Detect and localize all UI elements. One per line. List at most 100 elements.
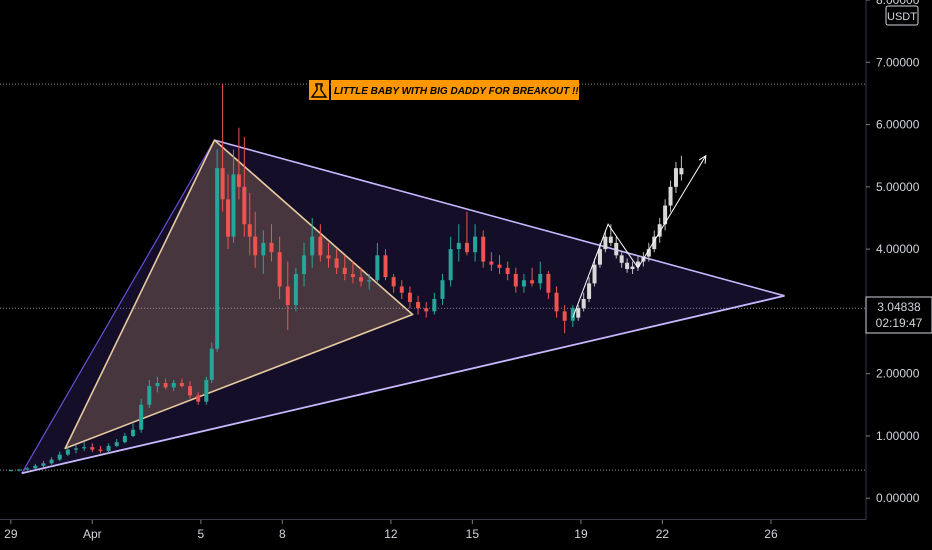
candle-body bbox=[57, 454, 62, 460]
candle-body bbox=[538, 274, 543, 284]
projected-candle-body bbox=[625, 262, 630, 270]
candle bbox=[82, 442, 87, 451]
candle bbox=[122, 432, 127, 444]
candle bbox=[188, 381, 193, 399]
candle bbox=[17, 468, 22, 472]
candle bbox=[359, 267, 364, 287]
candle bbox=[285, 261, 290, 331]
candle bbox=[505, 261, 510, 281]
candle-body bbox=[464, 242, 469, 253]
candle bbox=[538, 261, 543, 290]
candle bbox=[209, 342, 214, 383]
projected-candle bbox=[619, 252, 624, 268]
candle bbox=[215, 149, 220, 352]
candle-body bbox=[334, 258, 339, 268]
projected-candle bbox=[630, 261, 635, 275]
candle bbox=[407, 286, 412, 309]
price-tick-label: 1.00000 bbox=[876, 429, 920, 443]
candle bbox=[350, 261, 355, 284]
price-tick-label: 2.00000 bbox=[876, 367, 920, 381]
candle-body bbox=[269, 242, 274, 253]
candle-body bbox=[285, 286, 290, 306]
candle-body bbox=[562, 311, 567, 321]
candle-body bbox=[147, 386, 152, 405]
candle-body bbox=[8, 470, 13, 472]
projected-candle-body bbox=[657, 224, 662, 237]
candle-body bbox=[231, 174, 236, 237]
candle bbox=[440, 274, 445, 306]
projected-candle bbox=[646, 242, 651, 262]
currency-badge: USDT bbox=[885, 5, 919, 26]
candle bbox=[226, 174, 231, 250]
candle bbox=[383, 249, 388, 281]
time-tick-label: 22 bbox=[656, 527, 670, 541]
price-tick-label: 4.00000 bbox=[876, 242, 920, 256]
projected-candle-body bbox=[608, 236, 613, 243]
candle bbox=[302, 242, 307, 287]
projection-arrow-head bbox=[698, 154, 707, 164]
projected-candle-body bbox=[668, 186, 673, 206]
candle bbox=[375, 242, 380, 284]
time-tick-label: Apr bbox=[83, 527, 102, 541]
candle bbox=[318, 224, 323, 262]
candle bbox=[521, 274, 526, 293]
candle-body bbox=[65, 449, 70, 455]
candle-body bbox=[407, 292, 412, 303]
projected-candle-body bbox=[673, 168, 678, 187]
candle-body bbox=[481, 236, 486, 262]
candle bbox=[247, 193, 252, 256]
candle-body bbox=[554, 292, 559, 312]
projected-candle-body bbox=[592, 264, 597, 284]
current-price-tag: 3.04838 02:19:47 bbox=[865, 296, 932, 334]
candle-body bbox=[326, 255, 331, 259]
candle bbox=[473, 224, 478, 262]
projected-candle-body bbox=[619, 255, 624, 263]
countdown-timer: 02:19:47 bbox=[876, 316, 923, 330]
currency-label: USDT bbox=[887, 11, 917, 23]
candle-body bbox=[163, 382, 168, 388]
candle-body bbox=[359, 277, 364, 282]
projected-candle-body bbox=[587, 283, 592, 299]
annotation-bg bbox=[331, 80, 579, 100]
candle-body bbox=[375, 255, 380, 281]
candle-body bbox=[25, 468, 30, 470]
time-tick-label: 29 bbox=[4, 527, 18, 541]
candle bbox=[57, 451, 62, 461]
candle-body bbox=[432, 298, 437, 312]
candle-body bbox=[489, 261, 494, 265]
candle-body bbox=[215, 168, 220, 349]
candle-body bbox=[139, 404, 144, 430]
annotation-badge[interactable]: LITTLE BABY WITH BIG DADDY FOR BREAKOUT … bbox=[309, 80, 583, 100]
candle-body bbox=[236, 174, 241, 187]
candle-body bbox=[106, 445, 111, 451]
time-tick-label: 5 bbox=[198, 527, 205, 541]
candle-body bbox=[196, 395, 201, 402]
candle bbox=[114, 439, 119, 448]
projected-candle bbox=[625, 258, 630, 273]
candle bbox=[179, 378, 184, 388]
candle bbox=[448, 236, 453, 287]
candle-body bbox=[204, 379, 209, 402]
projected-candle-body bbox=[581, 298, 586, 309]
candle bbox=[49, 457, 54, 465]
candle bbox=[25, 467, 30, 471]
candle bbox=[8, 469, 13, 472]
candle-body bbox=[530, 280, 535, 284]
candle-body bbox=[505, 267, 510, 275]
candle bbox=[41, 460, 46, 468]
time-axis[interactable]: 29 Apr 5 8 12 15 19 22 26 bbox=[4, 520, 778, 541]
projected-candle bbox=[614, 236, 619, 259]
small-triangle-shape bbox=[64, 139, 414, 450]
candle bbox=[106, 443, 111, 453]
small-triangle[interactable] bbox=[64, 139, 414, 450]
candle bbox=[554, 286, 559, 318]
projected-candle-body bbox=[603, 236, 608, 250]
candle bbox=[456, 224, 461, 262]
candle-body bbox=[82, 447, 87, 449]
candle-body bbox=[74, 448, 79, 450]
candle bbox=[530, 267, 535, 287]
projected-candle-body bbox=[597, 249, 602, 265]
candle-body bbox=[456, 242, 461, 250]
candle bbox=[139, 398, 144, 433]
